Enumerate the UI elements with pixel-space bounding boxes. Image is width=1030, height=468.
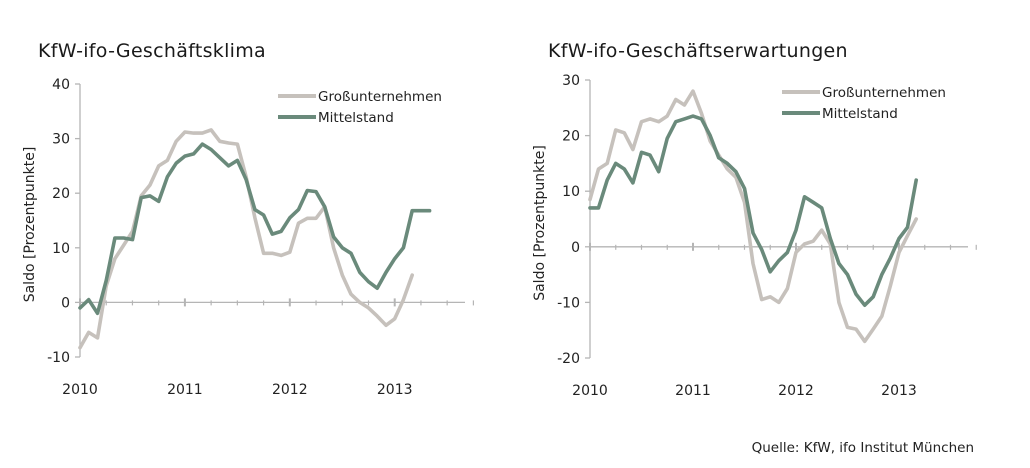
series-line-mittelstand <box>588 114 919 308</box>
x-tick-label: 2010 <box>572 383 608 399</box>
y-tick-label: 40 <box>52 77 70 93</box>
legend-label-grossunternehmen: Großunternehmen <box>318 89 442 105</box>
y-tick-label: 10 <box>562 184 580 200</box>
x-tick-label: 2012 <box>272 382 308 398</box>
y-tick-label: 20 <box>562 129 580 145</box>
y-tick-label: 30 <box>562 73 580 89</box>
legend-label-mittelstand: Mittelstand <box>318 110 394 126</box>
y-tick-label: 0 <box>61 295 70 311</box>
y-tick-label: -10 <box>47 350 70 366</box>
chart-panel-geschaeftsklima: KfW-ifo-Geschäftsklima -10 0 10 20 30 40 2010 2… <box>0 0 515 440</box>
y-tick-label: 30 <box>52 132 70 148</box>
chart-panel-geschaeftserwartungen: KfW-ifo-Geschäftserwartungen -20 -10 0 10 20… <box>515 0 1030 440</box>
y-axis-label: Saldo [Prozentpunkte] <box>22 147 38 303</box>
y-tick-label: 0 <box>571 240 580 256</box>
series-line-grossunternehmen <box>588 89 919 344</box>
x-tick-label: 2010 <box>62 382 98 398</box>
y-axis-label: Saldo [Prozentpunkte] <box>532 145 548 301</box>
x-tick-label: 2011 <box>167 382 203 398</box>
chart-geschaeftserwartungen: -20 -10 0 10 20 30 2010 2011 2012 2013 Saldo [Proz… <box>532 73 977 399</box>
chart-title: KfW-ifo-Geschäftserwartungen <box>548 40 848 62</box>
legend-label-grossunternehmen: Großunternehmen <box>822 85 946 101</box>
x-tick-label: 2011 <box>675 383 711 399</box>
chart-title: KfW-ifo-Geschäftsklima <box>38 40 266 62</box>
chart-geschaeftsklima: -10 0 10 20 30 40 2010 2011 2012 2013 Saldo [Proze… <box>22 77 474 398</box>
y-tick-label: 10 <box>52 241 70 257</box>
x-tick-label: 2013 <box>377 382 413 398</box>
legend-label-mittelstand: Mittelstand <box>822 106 898 122</box>
x-tick-label: 2012 <box>778 383 814 399</box>
series-line-mittelstand <box>78 142 432 316</box>
y-tick-label: -10 <box>557 295 580 311</box>
x-tick-label: 2013 <box>881 383 917 399</box>
y-tick-label: -20 <box>557 351 580 367</box>
source-note: Quelle: KfW, ifo Institut München <box>751 440 974 456</box>
y-tick-label: 20 <box>52 186 70 202</box>
